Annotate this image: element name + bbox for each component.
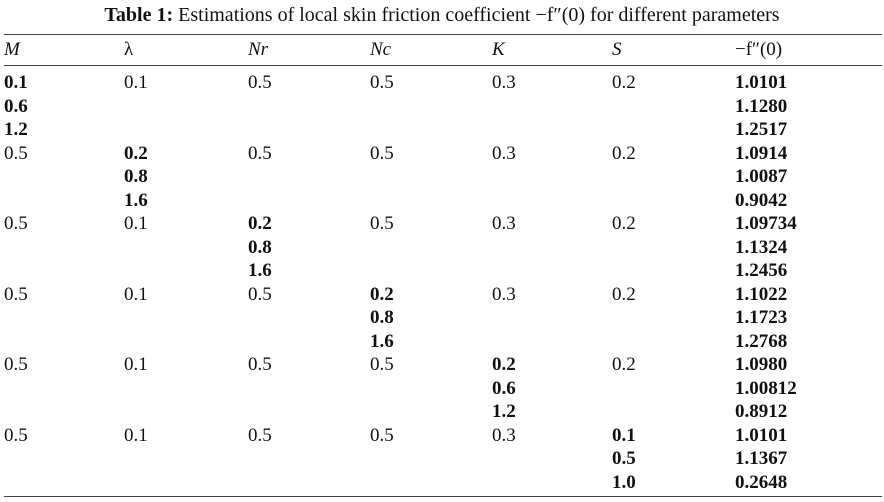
table-cell: 1.2 bbox=[492, 401, 516, 422]
table-cell: 1.1280 bbox=[735, 95, 788, 117]
table-cell: 0.2 bbox=[124, 142, 148, 164]
header-s: S bbox=[612, 39, 622, 60]
table-cell: 0.5 bbox=[4, 354, 28, 375]
table-cell: 1.2517 bbox=[735, 119, 788, 140]
table-cell: 1.6 bbox=[370, 330, 394, 352]
table-cell: 0.9042 bbox=[735, 189, 788, 211]
header-skin-friction: −f″(0) bbox=[735, 39, 783, 60]
table-cell: 0.5 bbox=[248, 283, 272, 305]
table-cell: 1.1367 bbox=[735, 448, 788, 469]
table-cell: 0.3 bbox=[492, 72, 516, 93]
table-cell: 0.1 bbox=[124, 72, 148, 93]
table-cell: 0.5 bbox=[248, 142, 272, 164]
table-cell: 1.6 bbox=[248, 260, 272, 281]
table-cell: 0.5 bbox=[248, 72, 272, 93]
table-cell: 1.09734 bbox=[735, 213, 797, 234]
caption-label: Table 1: bbox=[104, 4, 174, 26]
table-cell: 0.1 bbox=[4, 72, 28, 93]
table-cell: 0.5 bbox=[370, 213, 394, 234]
table-cell: 1.0 bbox=[612, 471, 636, 493]
header-lambda: λ bbox=[124, 39, 134, 60]
header-rule bbox=[4, 65, 882, 66]
header-k: K bbox=[492, 39, 505, 60]
table-cell: 0.6 bbox=[492, 377, 516, 399]
table-cell: 0.5 bbox=[370, 354, 394, 375]
table-caption: Table 1: Estimations of local skin frict… bbox=[0, 0, 884, 30]
table-cell: 0.8 bbox=[370, 307, 394, 328]
table-cell: 0.3 bbox=[492, 142, 516, 164]
table-cell: 0.2 bbox=[370, 283, 394, 305]
table-cell: 0.2 bbox=[492, 354, 516, 375]
header-m: M bbox=[4, 39, 20, 60]
table-cell: 0.3 bbox=[492, 213, 516, 234]
table-cell: 1.1723 bbox=[735, 307, 788, 328]
table-cell: 0.2 bbox=[612, 142, 636, 164]
table-cell: 0.2 bbox=[612, 213, 636, 234]
table-cell: 0.3 bbox=[492, 424, 516, 446]
table-cell: 0.2 bbox=[612, 354, 636, 375]
table-cell: 0.1 bbox=[612, 424, 636, 446]
top-rule bbox=[4, 34, 882, 35]
table-cell: 0.8 bbox=[248, 236, 272, 258]
table-cell: 0.3 bbox=[492, 283, 516, 305]
table-cell: 0.5 bbox=[4, 213, 28, 234]
table-cell: 1.0087 bbox=[735, 166, 788, 187]
table-cell: 1.1324 bbox=[735, 236, 788, 258]
table-cell: 1.00812 bbox=[735, 377, 797, 399]
table-cell: 1.0101 bbox=[735, 424, 788, 446]
header-nr: Nr bbox=[248, 39, 269, 60]
table-cell: 0.1 bbox=[124, 424, 148, 446]
table-cell: 1.0101 bbox=[735, 72, 788, 93]
table-cell: 0.5 bbox=[612, 448, 636, 469]
table-cell: 0.5 bbox=[4, 283, 28, 305]
table-cell: 0.1 bbox=[124, 354, 148, 375]
bottom-rule bbox=[4, 496, 882, 497]
table-cell: 1.2 bbox=[4, 119, 28, 140]
table-cell: 0.1 bbox=[124, 213, 148, 234]
table-cell: 0.5 bbox=[4, 142, 28, 164]
table-cell: 0.2 bbox=[612, 72, 636, 93]
table-cell: 1.0914 bbox=[735, 142, 788, 164]
header-nc: Nc bbox=[370, 39, 392, 60]
table-cell: 1.2768 bbox=[735, 330, 788, 352]
table-cell: 0.5 bbox=[248, 424, 272, 446]
table-cell: 0.5 bbox=[370, 142, 394, 164]
table-cell: 0.5 bbox=[248, 354, 272, 375]
table-cell: 1.6 bbox=[124, 189, 148, 211]
table-cell: 1.1022 bbox=[735, 283, 788, 305]
caption-text: Estimations of local skin friction coeff… bbox=[178, 4, 780, 26]
table-cell: 0.5 bbox=[4, 424, 28, 446]
table-cell: 0.8 bbox=[124, 166, 148, 187]
table-cell: 0.2648 bbox=[735, 471, 788, 493]
table-cell: 1.0980 bbox=[735, 354, 788, 375]
table-cell: 0.5 bbox=[370, 72, 394, 93]
table-cell: 0.1 bbox=[124, 283, 148, 305]
table-cell: 1.2456 bbox=[735, 260, 788, 281]
table-cell: 0.6 bbox=[4, 95, 28, 117]
table-cell: 0.5 bbox=[370, 424, 394, 446]
table-cell: 0.2 bbox=[248, 213, 272, 234]
table-cell: 0.8912 bbox=[735, 401, 788, 422]
table-cell: 0.2 bbox=[612, 283, 636, 305]
